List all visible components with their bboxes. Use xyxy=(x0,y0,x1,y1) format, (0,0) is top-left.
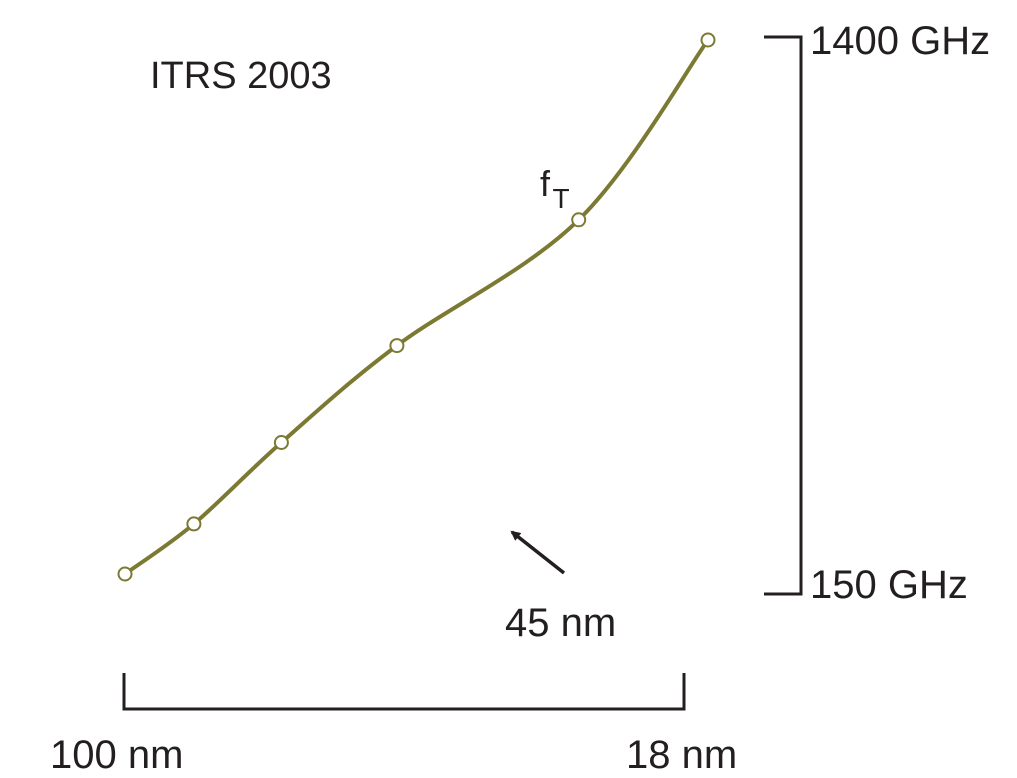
x-start-label: 100 nm xyxy=(50,733,183,777)
y-bottom-label: 150 GHz xyxy=(810,563,968,607)
series-label: f T xyxy=(540,163,570,214)
x-end-label: 18 nm xyxy=(626,733,737,777)
y-range-bracket xyxy=(764,35,803,596)
chart-title: ITRS 2003 xyxy=(150,55,332,97)
data-points xyxy=(117,32,716,582)
annotation-arrow xyxy=(510,530,566,575)
data-point-6 xyxy=(700,32,716,48)
data-point-4 xyxy=(389,338,405,354)
data-point-2 xyxy=(186,516,202,532)
x-range-bracket xyxy=(122,673,686,711)
data-point-1 xyxy=(117,566,133,582)
data-point-5 xyxy=(571,212,587,228)
annotation-label: 45 nm xyxy=(505,601,616,645)
series-line xyxy=(123,38,710,576)
y-top-label: 1400 GHz xyxy=(810,19,990,63)
data-point-3 xyxy=(273,435,289,450)
